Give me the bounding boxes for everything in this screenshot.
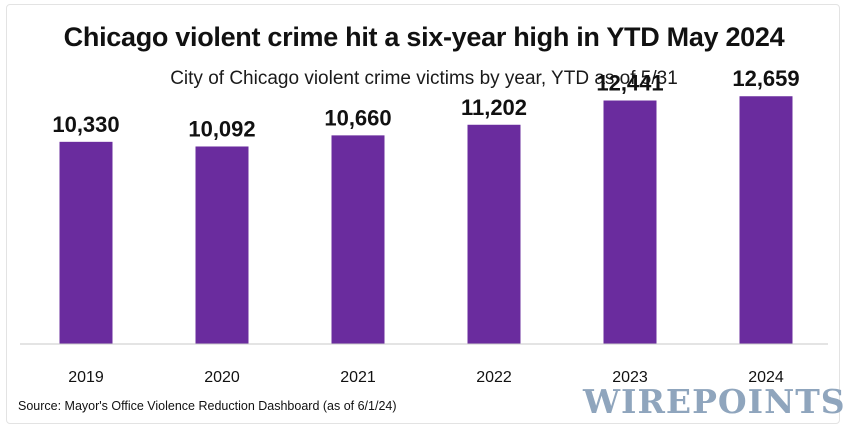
bar-2024 [739,96,793,344]
x-tick-label-2024: 2024 [748,369,784,386]
x-tick-label-2019: 2019 [68,369,104,386]
source-note: Source: Mayor's Office Violence Reductio… [18,399,397,413]
bar-2021 [331,135,385,344]
bar-2019 [59,141,113,344]
bar-2022 [467,124,521,344]
x-tick-label-2022: 2022 [476,369,512,386]
value-labels-group: 10,330 10,092 10,660 11,202 12,441 12,659 [52,66,799,141]
x-tick-labels-group: 2019 2020 2021 2022 2023 2024 [68,369,784,386]
value-label-2020: 10,092 [188,116,255,141]
x-tick-label-2023: 2023 [612,369,648,386]
wirepoints-logo: WIREPOINTS [583,382,846,421]
bar-2023 [603,100,657,344]
value-label-2022: 11,202 [461,95,527,120]
value-label-2019: 10,330 [52,112,119,137]
value-label-2024: 12,659 [732,66,799,91]
value-label-2021: 10,660 [324,105,391,130]
value-label-2023: 12,441 [596,71,663,96]
bars-group [59,96,793,344]
chart-subtitle: City of Chicago violent crime victims by… [170,68,678,89]
x-tick-label-2020: 2020 [204,369,240,386]
chart-title: Chicago violent crime hit a six-year hig… [63,22,785,52]
x-tick-label-2021: 2021 [340,369,376,386]
chart-frame [6,4,840,424]
bar-2020 [195,146,249,344]
